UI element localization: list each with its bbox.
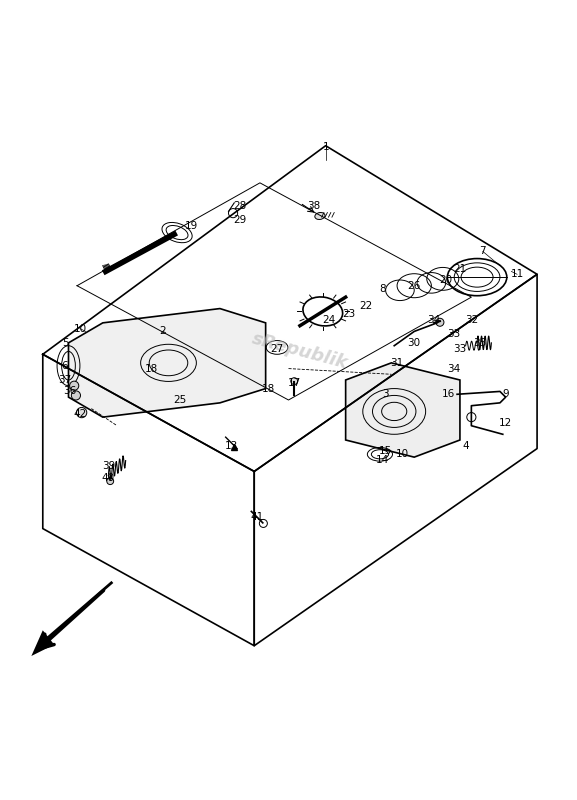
Text: 3: 3 [383, 390, 389, 399]
Text: 33: 33 [454, 343, 467, 354]
Text: 10: 10 [396, 450, 409, 459]
Text: 8: 8 [380, 283, 386, 294]
Text: 4: 4 [462, 441, 469, 450]
Text: 2: 2 [159, 326, 166, 337]
Text: 15: 15 [379, 446, 392, 457]
Text: 33: 33 [448, 330, 461, 339]
Text: 29: 29 [233, 215, 246, 225]
Polygon shape [31, 630, 54, 656]
Text: 31: 31 [391, 358, 404, 368]
Text: 11: 11 [511, 270, 524, 279]
Text: 24: 24 [322, 315, 335, 325]
Text: 16: 16 [442, 390, 455, 399]
Text: 28: 28 [233, 201, 246, 210]
Text: 1: 1 [323, 142, 329, 153]
Text: 10: 10 [73, 323, 87, 334]
Text: 9: 9 [503, 390, 509, 399]
Ellipse shape [315, 213, 325, 219]
Circle shape [70, 381, 79, 390]
Text: 23: 23 [342, 310, 355, 319]
Text: 18: 18 [145, 363, 158, 374]
Polygon shape [69, 309, 265, 417]
Text: 25: 25 [173, 395, 186, 405]
Text: 38: 38 [308, 201, 321, 210]
Text: 6: 6 [61, 361, 68, 370]
Text: 42: 42 [73, 410, 87, 419]
Text: 21: 21 [454, 263, 467, 274]
Text: 18: 18 [262, 383, 275, 394]
Text: 32: 32 [464, 315, 478, 325]
Text: 20: 20 [439, 275, 452, 285]
Text: 34: 34 [428, 315, 441, 325]
Circle shape [72, 391, 81, 400]
Circle shape [291, 378, 298, 385]
Text: 41: 41 [250, 512, 264, 522]
Text: 35: 35 [473, 338, 486, 348]
Text: 37: 37 [58, 375, 71, 385]
Text: 5: 5 [62, 338, 69, 348]
Text: 34: 34 [448, 363, 461, 374]
Circle shape [107, 478, 114, 485]
Circle shape [436, 318, 444, 326]
Text: 17: 17 [287, 378, 301, 388]
Circle shape [77, 407, 87, 418]
Text: 40: 40 [102, 474, 115, 483]
Polygon shape [346, 363, 460, 457]
Text: 7: 7 [479, 246, 486, 257]
Text: 14: 14 [376, 455, 389, 465]
Text: 30: 30 [408, 338, 421, 348]
Text: 27: 27 [271, 343, 284, 354]
Text: 39: 39 [102, 461, 115, 470]
Text: 19: 19 [185, 221, 198, 230]
Text: 36: 36 [63, 386, 77, 397]
Text: 22: 22 [359, 301, 372, 310]
Text: 26: 26 [407, 281, 421, 290]
Text: sRepublik: sRepublik [250, 330, 350, 373]
Text: 13: 13 [224, 441, 238, 450]
Text: 12: 12 [499, 418, 512, 428]
